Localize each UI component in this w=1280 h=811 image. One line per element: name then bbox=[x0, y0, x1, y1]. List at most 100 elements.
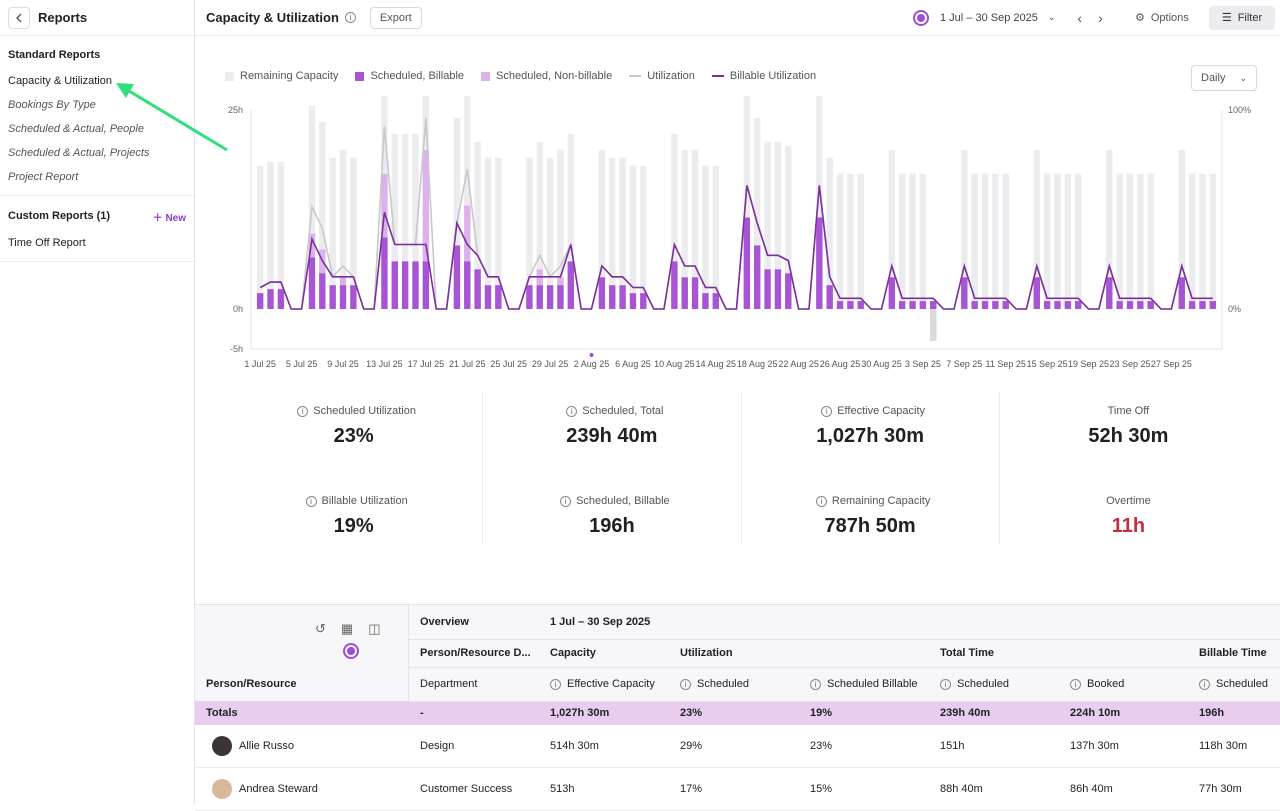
sidebar-item-capacity-utilization[interactable]: Capacity & Utilization bbox=[8, 75, 112, 87]
stat-value: 239h 40m bbox=[566, 425, 658, 447]
x-tick-label: 19 Sep 25 bbox=[1068, 359, 1109, 369]
avatar bbox=[212, 779, 232, 799]
legend-label: Billable Utilization bbox=[729, 70, 817, 82]
info-icon[interactable]: i bbox=[566, 406, 578, 417]
column-header[interactable]: i Booked bbox=[1070, 667, 1124, 701]
column-header[interactable]: i Scheduled bbox=[680, 667, 749, 701]
info-icon[interactable]: i bbox=[810, 678, 821, 690]
table-row: Andrea Steward Customer Success 513h 17% 15%… bbox=[195, 768, 1280, 811]
report-table: ↺ ▦ ◫ Person/Resource Overview 1 Jul – 30… bbox=[195, 604, 1280, 811]
bar-billable bbox=[847, 301, 854, 309]
totals-label: Totals bbox=[206, 707, 238, 719]
bar-billable bbox=[898, 301, 906, 309]
person-name: Andrea Steward bbox=[239, 783, 318, 795]
bar-billable bbox=[888, 277, 896, 309]
stat-label: i Effective Capacity bbox=[742, 405, 999, 417]
legend-billable-utilization[interactable]: Billable Utilization bbox=[711, 70, 817, 82]
bar-remaining bbox=[1033, 149, 1041, 278]
sidebar-item-scheduled-actual-people[interactable]: Scheduled & Actual, People bbox=[8, 123, 144, 135]
legend-scheduled-billable[interactable]: Scheduled, Billable bbox=[355, 70, 464, 82]
group-header[interactable]: Person/Resource D... bbox=[420, 647, 531, 659]
column-header[interactable]: i Scheduled bbox=[940, 667, 1009, 701]
table-icon[interactable]: ▦ bbox=[340, 621, 354, 636]
stat-card: i Remaining Capacity 787h 50m bbox=[742, 495, 999, 571]
info-icon[interactable]: i bbox=[680, 678, 691, 690]
column-header[interactable]: Department bbox=[420, 667, 477, 701]
bar-remaining bbox=[1178, 149, 1185, 278]
radio-icon[interactable] bbox=[913, 9, 929, 26]
x-tick-label: 21 Jul 25 bbox=[449, 359, 486, 369]
group-header[interactable]: Capacity bbox=[550, 647, 596, 659]
group-header[interactable]: Utilization bbox=[680, 647, 733, 659]
reset-icon[interactable]: ↺ bbox=[315, 621, 326, 636]
person-cell[interactable]: Andrea Steward bbox=[212, 768, 318, 810]
column-header[interactable]: i Scheduled Billable bbox=[810, 667, 918, 701]
info-icon[interactable]: i bbox=[344, 12, 356, 23]
column-header-label: Scheduled Billable bbox=[827, 678, 918, 690]
info-icon[interactable]: i bbox=[297, 406, 309, 417]
bar-billable bbox=[267, 289, 274, 309]
bar-remaining bbox=[930, 309, 937, 341]
bar-nonbillable bbox=[422, 149, 430, 262]
prev-period-button[interactable]: ‹ bbox=[1077, 9, 1083, 26]
sidebar-item-project-report[interactable]: Project Report bbox=[8, 171, 79, 183]
date-range-label[interactable]: 1 Jul – 30 Sep 2025 bbox=[940, 11, 1038, 24]
stat-card: Time Off 52h 30m bbox=[1000, 405, 1257, 481]
bar-remaining bbox=[474, 141, 481, 270]
capacity-chart: 25h 0h -5h 100% 0% 1 Jul 25 5 Jul 25 9 Jul 25 13… bbox=[228, 96, 1251, 369]
info-icon[interactable]: i bbox=[821, 406, 833, 417]
bar-billable bbox=[1002, 301, 1009, 309]
stat-card: i Scheduled, Billable 196h bbox=[483, 495, 740, 571]
info-icon[interactable]: i bbox=[560, 496, 572, 507]
person-cell[interactable]: Allie Russo bbox=[212, 725, 294, 767]
x-tick-label: 6 Aug 25 bbox=[615, 359, 651, 369]
x-tick-label: 29 Jul 25 bbox=[532, 359, 569, 369]
bar-billable bbox=[753, 245, 761, 309]
bar-remaining bbox=[526, 157, 533, 286]
x-tick-label: 14 Aug 25 bbox=[696, 359, 737, 369]
sidebar-item-scheduled-actual-projects[interactable]: Scheduled & Actual, Projects bbox=[8, 147, 150, 159]
info-icon[interactable]: i bbox=[305, 496, 317, 507]
radio-icon[interactable] bbox=[343, 643, 359, 659]
column-header[interactable]: i Scheduled bbox=[1199, 667, 1268, 701]
export-button[interactable]: Export bbox=[369, 6, 422, 29]
chart-legend: Remaining Capacity Scheduled, Billable S… bbox=[225, 70, 816, 82]
bar-billable bbox=[857, 301, 864, 309]
split-view-icon[interactable]: ◫ bbox=[368, 621, 381, 636]
bar-remaining bbox=[609, 157, 616, 286]
date-range-picker[interactable]: 1 Jul – 30 Sep 2025 ⌄ ‹ › bbox=[913, 9, 1111, 26]
sidebar-item-bookings-by-type[interactable]: Bookings By Type bbox=[8, 99, 96, 111]
new-report-button[interactable]: ＋ New bbox=[152, 212, 186, 224]
group-header[interactable]: Total Time bbox=[940, 647, 994, 659]
info-icon[interactable]: i bbox=[815, 496, 827, 507]
totals-cell: 1,027h 30m bbox=[550, 707, 610, 719]
next-period-button[interactable]: › bbox=[1098, 9, 1103, 26]
bar-billable bbox=[1033, 277, 1041, 309]
info-icon[interactable]: i bbox=[940, 678, 951, 690]
granularity-select[interactable]: Daily ⌄ bbox=[1191, 65, 1257, 91]
info-icon[interactable]: i bbox=[1199, 678, 1210, 690]
options-button[interactable]: ⚙ Options bbox=[1135, 11, 1189, 25]
group-header[interactable]: Billable Time bbox=[1199, 647, 1267, 659]
info-icon[interactable]: i bbox=[550, 678, 561, 690]
bar-billable bbox=[308, 257, 316, 309]
stat-card: Overtime 11h bbox=[1000, 495, 1257, 571]
chevron-down-icon[interactable]: ⌄ bbox=[1047, 12, 1056, 22]
bar-remaining bbox=[567, 133, 575, 262]
filter-button[interactable]: ☰ Filter bbox=[1209, 5, 1275, 30]
x-tick-label: 7 Sep 25 bbox=[946, 359, 982, 369]
column-header-label: Booked bbox=[1087, 678, 1125, 690]
bar-remaining bbox=[671, 133, 678, 262]
back-button[interactable] bbox=[8, 6, 30, 29]
legend-utilization[interactable]: Utilization bbox=[629, 70, 695, 82]
info-icon[interactable]: i bbox=[1070, 678, 1081, 690]
sidebar-item-time-off-report[interactable]: Time Off Report bbox=[8, 237, 86, 249]
legend-scheduled-nonbillable[interactable]: Scheduled, Non-billable bbox=[481, 70, 612, 82]
bar-billable bbox=[484, 285, 492, 309]
legend-remaining[interactable]: Remaining Capacity bbox=[225, 70, 338, 82]
table-cell: 88h 40m bbox=[940, 783, 983, 795]
bar-remaining bbox=[785, 145, 792, 274]
column-header[interactable]: i Effective Capacity bbox=[550, 667, 655, 701]
bar-remaining bbox=[495, 157, 502, 286]
x-tick-label: 22 Aug 25 bbox=[778, 359, 819, 369]
